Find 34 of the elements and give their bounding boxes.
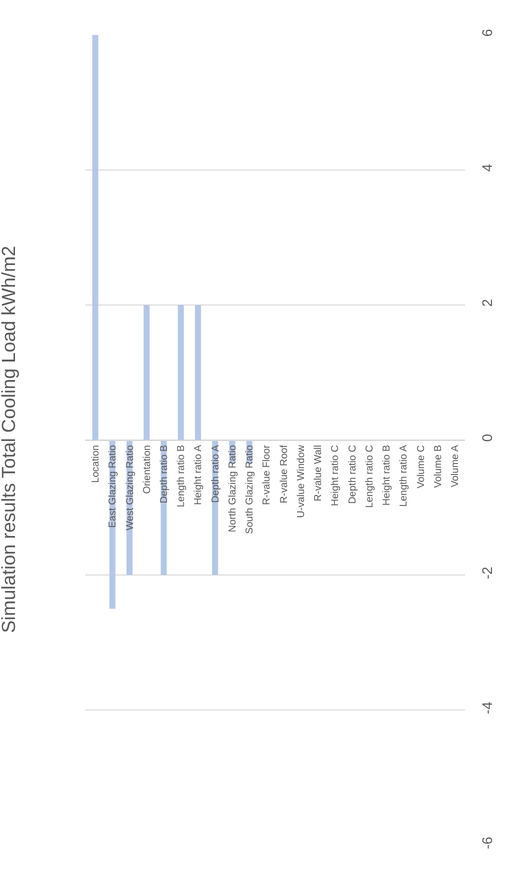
text: Simulation results Total Cooling Load kWh/m2 xyxy=(0,246,20,633)
bar xyxy=(178,305,184,440)
x-tick-label: East Glazing Ratio xyxy=(108,444,119,528)
y-tick-label: -6 xyxy=(479,836,495,850)
x-tick-label: Depth ratio B xyxy=(158,444,170,504)
x-tick-label: Length ratio B xyxy=(176,444,188,508)
x-tick-label: R-value Roof xyxy=(278,444,290,504)
x-tick-label: Height ratio B xyxy=(382,444,393,506)
x-tick-label: Orientation xyxy=(142,445,153,494)
x-tick-label: North Glazing Ratio xyxy=(227,444,238,532)
x-tick-label: Length ratio A xyxy=(398,444,410,507)
y-tick-label: -4 xyxy=(479,701,495,714)
x-tick-label: West Glazing Ratio xyxy=(124,444,136,530)
x-tick-label: Height ratio A xyxy=(193,444,204,506)
x-tick-label: R-value Floor xyxy=(262,444,273,506)
y-tick-label: 0 xyxy=(479,434,495,442)
x-tick-label: Volume C xyxy=(416,445,427,488)
x-tick-label: U-value Window xyxy=(296,444,307,518)
y-tick-label: 2 xyxy=(479,298,495,307)
x-tick-label: Depth ratio A xyxy=(210,444,222,503)
y-tick-label: 4 xyxy=(479,164,495,172)
x-tick-label: Location xyxy=(90,445,102,483)
x-tick-label: South Glazing Ratio xyxy=(244,444,256,534)
y-tick-label: -2 xyxy=(479,566,495,580)
x-tick-label: Depth ratio C xyxy=(347,445,358,504)
x-tick-label: Height ratio C xyxy=(330,445,342,506)
x-tick-label: Volume B xyxy=(432,444,444,488)
x-tick-label: Length ratio C xyxy=(364,445,376,508)
y-tick-label: 6 xyxy=(479,28,495,37)
x-tick-label: Volume A xyxy=(450,444,461,488)
bar xyxy=(144,305,150,440)
x-tick-label: R-value Wall xyxy=(313,445,324,502)
bar xyxy=(92,35,98,440)
bar xyxy=(194,305,201,440)
